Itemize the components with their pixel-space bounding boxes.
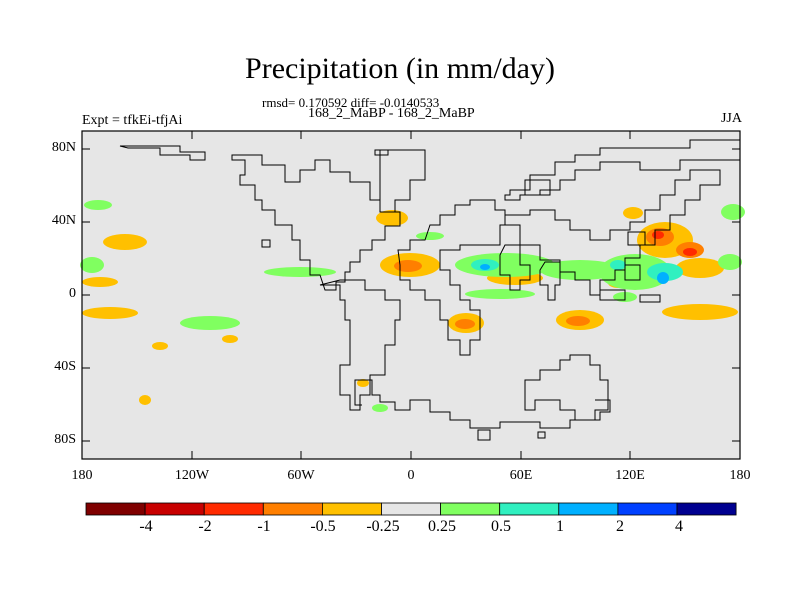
plot-title: Precipitation (in mm/day) — [245, 52, 555, 85]
colorbar-swatch — [144, 502, 205, 516]
plot-subtitle: 168_2_MaBP - 168_2_MaBP — [308, 106, 475, 121]
colorbar-label: -0.25 — [366, 518, 400, 535]
x-tick-label: 180 — [729, 468, 751, 483]
colorbar-swatch — [499, 502, 560, 516]
colorbar-label: -0.5 — [310, 518, 336, 535]
y-tick-label: 0 — [69, 286, 76, 301]
y-tick-label: 40N — [51, 213, 76, 228]
x-tick-label: 60E — [509, 468, 533, 483]
blue-blobs — [480, 264, 669, 284]
colorbar-swatch — [440, 502, 501, 516]
axis-ticks — [82, 131, 740, 459]
colorbar-swatch — [676, 502, 737, 516]
colorbar-label: 4 — [675, 518, 683, 535]
colorbar — [85, 502, 737, 516]
x-tick-label: 120E — [615, 468, 645, 483]
colorbar-swatch — [262, 502, 323, 516]
colorbar-label: 1 — [556, 518, 564, 535]
y-tick-label: 80S — [54, 432, 76, 447]
y-tick-label: 80N — [51, 140, 76, 155]
colorbar-label: 2 — [616, 518, 624, 535]
y-tick-label: 40S — [54, 359, 76, 374]
colorbar-swatch — [203, 502, 264, 516]
x-tick-label: 120W — [174, 468, 210, 483]
season-label: JJA — [720, 111, 742, 126]
colorbar-label: 0.25 — [428, 518, 456, 535]
colorbar-label: -2 — [198, 518, 212, 535]
colorbar-swatch — [321, 502, 382, 516]
x-tick-label: 60W — [287, 468, 315, 483]
colorbar-label: -1 — [257, 518, 271, 535]
colorbar-swatch — [617, 502, 678, 516]
colorbar-swatch — [381, 502, 441, 516]
x-tick-label: 180 — [71, 468, 93, 483]
colorbar-swatch — [85, 502, 146, 516]
colorbar-label: 0.5 — [491, 518, 511, 535]
colorbar-label: -4 — [139, 518, 153, 535]
x-tick-label: 0 — [407, 468, 415, 483]
experiment-label: Expt = tfkEi-tfjAi — [82, 113, 183, 128]
colorbar-swatch — [558, 502, 619, 516]
stats-text: rmsd= 0.170592 diff= -0.0140533 — [262, 95, 440, 110]
